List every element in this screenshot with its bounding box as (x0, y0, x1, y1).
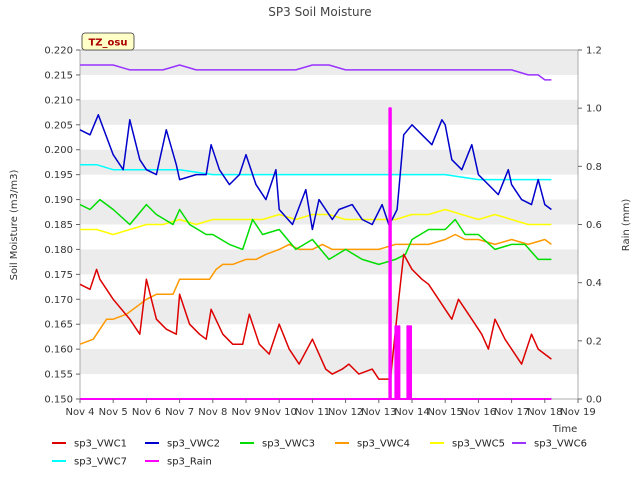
x-tick-label: Nov 17 (494, 407, 529, 418)
y-tick-label: 0.195 (44, 170, 73, 181)
y2-axis-title: Rain (mm) (621, 199, 632, 252)
series-line-sp3-vwc7 (80, 163, 552, 181)
x-tick-label: Nov 11 (295, 407, 330, 418)
series-line-sp3-rain (80, 107, 552, 400)
legend-item-sp3-vwc5: sp3_VWC5 (430, 439, 505, 450)
y-tick-label: 0.200 (44, 145, 73, 156)
x-tick-label: Nov 12 (328, 407, 363, 418)
y2-tick-label: 0.4 (586, 278, 602, 289)
legend-item-sp3-vwc4: sp3_VWC4 (335, 439, 410, 450)
grid-band (80, 249, 578, 275)
series-layer (79, 64, 552, 400)
y-tick-label: 0.170 (44, 295, 73, 306)
x-tick-label: Nov 10 (261, 407, 296, 418)
y-tick-label: 0.155 (44, 370, 73, 381)
legend-label: sp3_VWC5 (452, 439, 505, 450)
legend-item-sp3-vwc3: sp3_VWC3 (240, 439, 315, 450)
y2-tick-label: 1.2 (586, 46, 602, 57)
legend-label: sp3_VWC2 (167, 439, 220, 450)
series-line-sp3-vwc4 (79, 233, 552, 345)
legend-item-sp3-vwc7: sp3_VWC7 (52, 457, 127, 468)
x-tick-label: Nov 16 (461, 407, 496, 418)
y-axis-ticks: 0.150 0.155 0.160 0.165 0.170 0.175 0.180 0.185… (44, 46, 80, 406)
x-tick-label: Nov 8 (198, 407, 227, 418)
grid-band (80, 99, 578, 125)
y-axis-title: Soil Moisture (m3/m3) (9, 170, 20, 281)
y-tick-label: 0.175 (44, 270, 73, 281)
legend-label: sp3_VWC1 (74, 439, 127, 450)
y2-tick-label: 0.2 (586, 336, 602, 347)
plot-background-bands (80, 50, 578, 399)
series-line-sp3-vwc3 (79, 198, 552, 266)
x-axis-ticks: Nov 4 Nov 5 Nov 6 Nov 7 Nov 8 Nov 9 Nov 10Nov … (65, 399, 596, 418)
legend-item-sp3-vwc1: sp3_VWC1 (52, 439, 127, 450)
x-tick-label: Nov 15 (427, 407, 462, 418)
x-tick-label: Nov 5 (99, 407, 128, 418)
y-tick-label: 0.165 (44, 320, 73, 331)
x-tick-label: Nov 9 (231, 407, 260, 418)
series-line-sp3-vwc6 (80, 64, 552, 81)
y2-tick-label: 1.0 (586, 104, 602, 115)
x-tick-label: Nov 19 (560, 407, 595, 418)
legend-label: sp3_VWC3 (262, 439, 315, 450)
legend-label: sp3_Rain (167, 457, 212, 468)
grid-band (80, 50, 578, 75)
x-axis-title: Time (552, 424, 577, 435)
y2-tick-label: 0.6 (586, 220, 602, 231)
legend-label: sp3_VWC7 (74, 457, 127, 468)
legend-item-sp3-rain: sp3_Rain (145, 457, 212, 468)
y-tick-label: 0.160 (44, 345, 73, 356)
y-tick-label: 0.205 (44, 120, 73, 131)
series-line-sp3-vwc5 (80, 208, 552, 236)
y2-tick-label: 0.8 (586, 162, 602, 173)
y2-tick-label: 0.0 (586, 395, 602, 406)
x-tick-label: Nov 18 (527, 407, 562, 418)
series-line-sp3-vwc1 (79, 253, 552, 380)
grid-band (80, 199, 578, 225)
series-line-sp3-vwc2 (79, 114, 552, 231)
x-tick-label: Nov 14 (394, 407, 429, 418)
legend-label: sp3_VWC6 (534, 439, 587, 450)
grid-band (80, 149, 578, 175)
site-tag-box (81, 32, 135, 51)
y-tick-label: 0.185 (44, 220, 73, 231)
y-tick-label: 0.210 (44, 95, 73, 106)
legend-item-sp3-vwc2: sp3_VWC2 (145, 439, 220, 450)
site-tag: TZ_osu (81, 32, 135, 51)
chart-title: SP3 Soil Moisture (268, 5, 371, 19)
y-tick-label: 0.215 (44, 70, 73, 81)
grid-band (80, 349, 578, 375)
y-tick-label: 0.180 (44, 245, 73, 256)
y-tick-label: 0.220 (44, 46, 73, 57)
x-tick-label: Nov 6 (132, 407, 161, 418)
legend-item-sp3-vwc6: sp3_VWC6 (512, 439, 587, 450)
y-tick-label: 0.190 (44, 195, 73, 206)
y2-axis-ticks: 0.0 0.2 0.4 0.6 0.8 1.0 1.2 (578, 46, 602, 406)
legend-label: sp3_VWC4 (357, 439, 410, 450)
x-tick-label: Nov 7 (165, 407, 194, 418)
y-tick-label: 0.150 (44, 395, 73, 406)
x-tick-label: Nov 13 (361, 407, 396, 418)
site-tag-label: TZ_osu (88, 38, 127, 49)
legend: sp3_VWC1 sp3_VWC2 sp3_VWC3 sp3_VWC4 sp3_VWC5… (52, 439, 587, 468)
x-tick-label: Nov 4 (65, 407, 94, 418)
